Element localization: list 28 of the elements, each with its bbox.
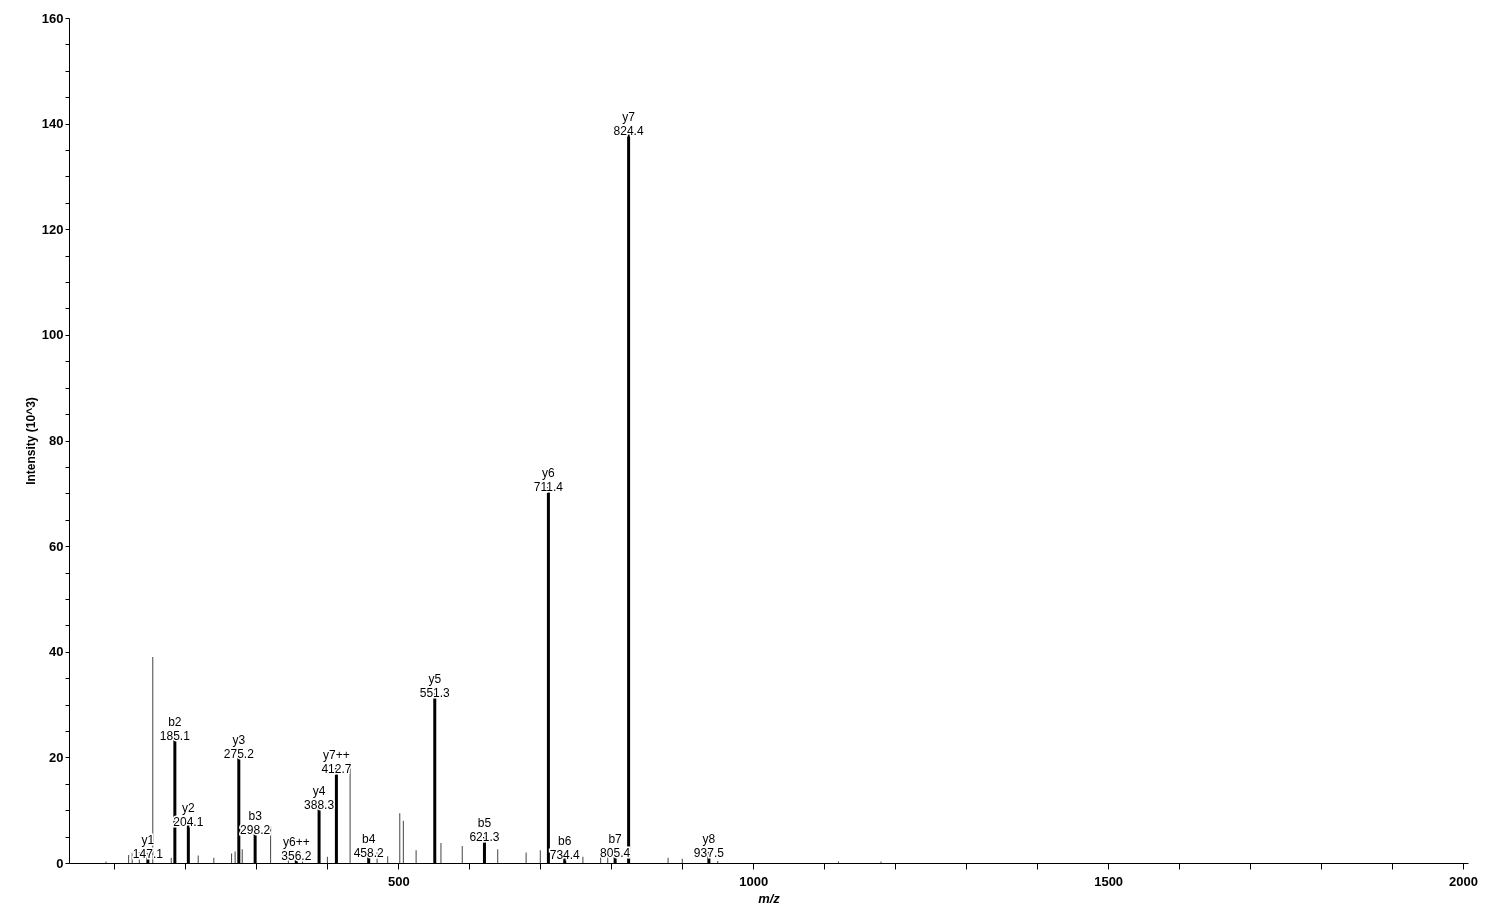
- annotation: b2 185.1: [159, 715, 191, 744]
- annotation: y6++ 356.2: [281, 835, 312, 864]
- y-tick-label: 20: [49, 749, 64, 765]
- annotation: y6 711.4: [533, 466, 564, 495]
- y-axis-title: Intensity (10^3): [23, 397, 38, 485]
- y-tick-label: 120: [41, 221, 64, 237]
- y-tick-label: 80: [49, 433, 64, 448]
- annotation: b3 298.2: [240, 809, 271, 838]
- annotation: b5 621.3: [469, 816, 500, 845]
- annotation: y4 388.3: [304, 784, 335, 813]
- annotation: b4 458.2: [353, 831, 385, 860]
- annotation: y5 551.3: [419, 671, 451, 700]
- y-tick-label: 60: [49, 538, 64, 554]
- y-tick-label: 160: [41, 10, 64, 26]
- x-axis-title: m/z: [758, 890, 781, 906]
- x-tick-label: 1000: [739, 873, 769, 889]
- annotation: y3 275.2: [223, 733, 255, 762]
- x-tick-label: 2000: [1449, 873, 1478, 889]
- annotation: b6 734.4: [549, 834, 581, 863]
- y-tick-label: 40: [49, 644, 64, 660]
- annotation: y7++ 412.7: [321, 747, 352, 776]
- y-tick-label: 0: [56, 855, 64, 871]
- y-tick-label: 140: [41, 116, 64, 132]
- x-tick-label: 1500: [1094, 873, 1124, 889]
- annotation: y8 937.5: [693, 831, 725, 860]
- y-tick-label: 100: [41, 327, 64, 343]
- annotation: y7 824.4: [613, 110, 644, 139]
- x-tick-label: 500: [388, 873, 410, 889]
